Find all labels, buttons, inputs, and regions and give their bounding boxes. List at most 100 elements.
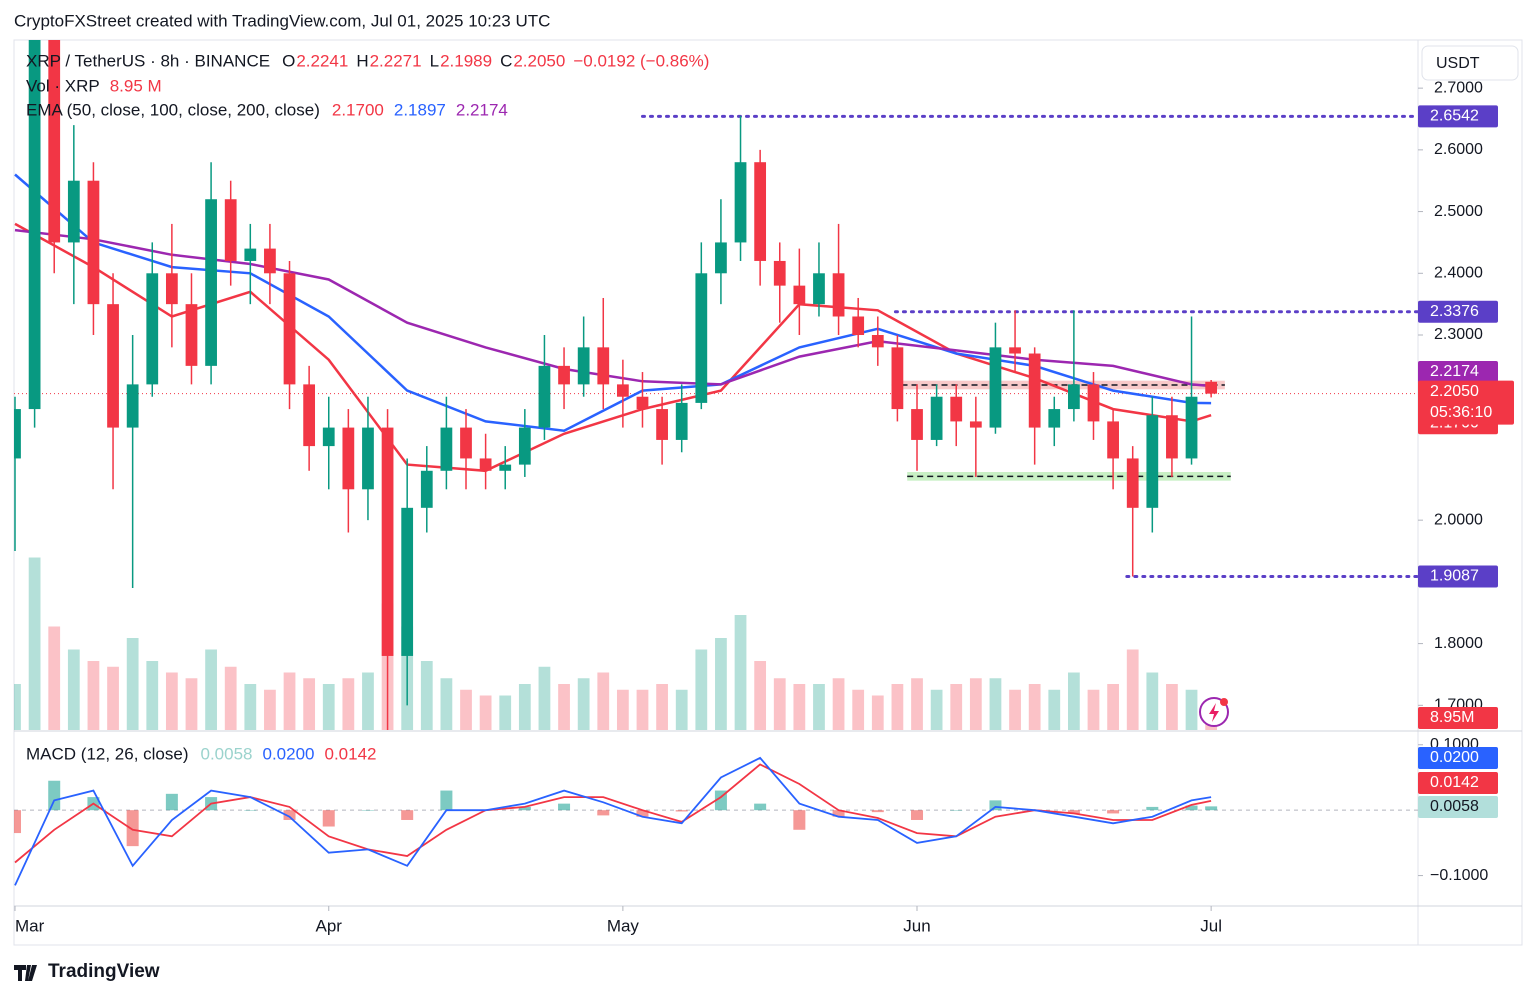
candle-body	[14, 409, 21, 459]
histogram-bar	[871, 810, 884, 813]
candle-body	[950, 396, 963, 422]
legend-text: 0.0200	[263, 744, 315, 763]
legend-text: 2.2174	[456, 100, 508, 119]
volume-bar	[362, 672, 374, 730]
price-tag-label: 1.9087	[1430, 568, 1479, 585]
alert-dot	[1220, 698, 1228, 706]
currency-button[interactable]	[1421, 45, 1519, 81]
legend-text: 2.1989	[440, 51, 492, 70]
candle-body	[1146, 415, 1159, 508]
legend-text: 2.1897	[394, 100, 446, 119]
candle-body	[165, 273, 178, 305]
legend-text: 2.2241	[296, 51, 348, 70]
y-tick-label: 2.4000	[1434, 265, 1483, 282]
volume-bar	[440, 678, 453, 730]
candle-body	[1205, 381, 1218, 394]
y-tick-label: 2.3000	[1434, 326, 1483, 343]
candle-body	[675, 402, 688, 440]
histogram-bar	[1185, 805, 1198, 811]
macd-tag	[1418, 747, 1498, 769]
candle-body	[832, 273, 845, 317]
histogram-bar	[440, 790, 453, 811]
volume-bar	[205, 649, 217, 730]
legend-text: L	[430, 51, 439, 70]
volume-bar	[675, 689, 688, 730]
macd-pane	[14, 756, 1418, 886]
volume-bar	[1126, 649, 1139, 730]
macd-tag-label: 0.0142	[1430, 774, 1479, 791]
candle-body	[1028, 353, 1041, 428]
volume-bar	[518, 684, 531, 730]
candle-body	[813, 273, 825, 305]
volume-bar	[1166, 684, 1178, 730]
legend-text: XRP / TetherUS · 8h · BINANCE	[26, 51, 270, 70]
candle-body	[1166, 415, 1178, 459]
candle-body	[1009, 347, 1021, 354]
candle-body	[205, 199, 217, 366]
y-tick-label: 1.8000	[1434, 635, 1483, 652]
candle-body	[28, 40, 41, 410]
candle-body	[930, 396, 943, 440]
x-tick-label: Apr	[316, 916, 343, 935]
volume-bar	[577, 678, 590, 730]
volume-bar	[224, 666, 237, 730]
histogram-bar	[401, 810, 414, 820]
candle-body	[185, 304, 198, 366]
candle-body	[989, 347, 1002, 428]
x-tick-label: Jul	[1200, 916, 1222, 935]
candle-body	[656, 409, 668, 440]
volume-bar	[773, 678, 786, 730]
volume-bar	[479, 695, 492, 730]
candle-body	[558, 365, 570, 385]
volume-bar	[48, 626, 61, 730]
candle-body	[518, 427, 531, 465]
volume-bar	[989, 678, 1002, 730]
volume-bar	[871, 695, 884, 730]
candle-body	[460, 427, 472, 459]
legend-text: 2.2050	[513, 51, 565, 70]
x-tick-label: May	[607, 916, 640, 935]
legend-text: 2.2271	[370, 51, 422, 70]
price-tag	[1418, 707, 1498, 729]
volume-bar	[636, 689, 649, 730]
legend-text: MACD (12, 26, close)	[26, 744, 189, 763]
countdown: 05:36:10	[1430, 404, 1492, 421]
candle-body	[1068, 384, 1080, 410]
volume-bar	[1068, 672, 1080, 730]
macd-tag-label: 0.0200	[1430, 749, 1479, 766]
price-tag-label: 2.3376	[1430, 303, 1479, 320]
volume-bar	[558, 684, 570, 730]
volume-bar	[969, 678, 982, 730]
histogram-bar	[126, 810, 139, 847]
histogram-bar	[283, 810, 296, 820]
candle-body	[1107, 421, 1119, 459]
volume-bar	[28, 557, 41, 730]
price-pane	[14, 40, 1418, 730]
price-tag-label: 2.2050	[1430, 383, 1479, 400]
histogram-bar	[361, 810, 374, 811]
volume-bar	[891, 684, 904, 730]
legend-text: EMA (50, close, 100, close, 200, close)	[26, 100, 320, 119]
candle-body	[420, 470, 433, 508]
histogram-bar	[518, 806, 531, 811]
candle-body	[479, 458, 492, 471]
legend-text: 8.95 M	[110, 76, 162, 95]
histogram-bar	[165, 793, 178, 811]
price-tag	[1418, 105, 1498, 128]
price-tag-label: 2.2174	[1430, 363, 1479, 380]
histogram-bar	[754, 803, 767, 811]
candle-body	[754, 162, 767, 261]
zone	[891, 380, 1225, 390]
candle-body	[715, 242, 727, 274]
candle-body	[616, 384, 629, 397]
volume-bar	[283, 672, 296, 730]
macd-tag	[1418, 796, 1498, 818]
candle-body	[362, 427, 374, 490]
x-tick-label: Jun	[903, 916, 930, 935]
macd-line	[14, 756, 1212, 886]
volume-bar	[460, 689, 472, 730]
candle-body	[67, 180, 80, 243]
volume-bar	[1146, 672, 1159, 730]
